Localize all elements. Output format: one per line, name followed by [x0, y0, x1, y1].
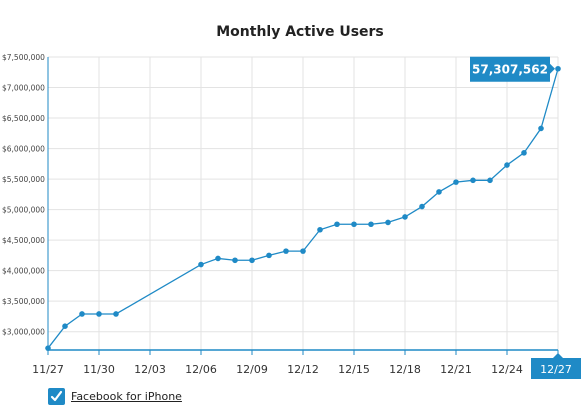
data-point[interactable]	[555, 65, 561, 72]
data-point[interactable]	[538, 125, 544, 132]
data-point[interactable]	[521, 150, 527, 156]
callout-pointer	[550, 63, 555, 74]
legend-item-facebook-for-iphone[interactable]: Facebook for iPhone	[48, 388, 182, 405]
data-point[interactable]	[249, 257, 255, 264]
data-point[interactable]	[266, 252, 272, 259]
data-point[interactable]	[79, 311, 85, 317]
data-point[interactable]	[300, 248, 306, 254]
x-tick-label: 12/09	[236, 363, 268, 376]
data-point[interactable]	[504, 162, 510, 168]
x-tick-label: 12/24	[491, 363, 523, 376]
data-point[interactable]	[283, 248, 289, 254]
data-point[interactable]	[317, 226, 323, 233]
x-tick-label: 12/21	[440, 363, 472, 376]
x-tick-label: 12/12	[287, 363, 319, 376]
callout-text: 57,307,562	[472, 63, 548, 77]
data-point[interactable]	[113, 311, 119, 317]
y-tick-label: $6,000,000	[2, 145, 45, 154]
x-tick-label: 11/30	[83, 363, 115, 376]
y-tick-label: $5,000,000	[2, 206, 45, 215]
data-point[interactable]	[96, 311, 102, 317]
y-tick-label: $3,500,000	[2, 297, 45, 306]
data-point[interactable]	[419, 203, 425, 210]
x-tick-label: 12/03	[134, 363, 166, 376]
data-point[interactable]	[45, 345, 51, 351]
data-point[interactable]	[351, 221, 357, 228]
x-tick-label: 12/15	[338, 363, 370, 376]
grid-lines	[47, 56, 559, 355]
data-point[interactable]	[198, 261, 204, 268]
data-point[interactable]	[487, 177, 493, 184]
data-point[interactable]	[215, 255, 221, 262]
series-facebook-for-iphone	[45, 65, 561, 351]
data-point[interactable]	[385, 219, 391, 226]
y-tick-label: $4,000,000	[2, 267, 45, 276]
data-point[interactable]	[402, 214, 408, 220]
chart-title: Monthly Active Users	[216, 24, 384, 40]
legend-label[interactable]: Facebook for iPhone	[71, 390, 182, 403]
data-point[interactable]	[334, 221, 340, 228]
x-tick-label: 12/06	[185, 363, 217, 376]
x-axis-labels: 11/27 11/30 12/03 12/06 12/09 12/12 12/15 12/18…	[32, 353, 581, 379]
value-callout: 57,307,562	[470, 56, 555, 82]
data-point[interactable]	[470, 177, 476, 184]
y-tick-label: $3,000,000	[2, 328, 45, 337]
callout-box	[470, 56, 550, 82]
checkbox-checked-icon[interactable]	[48, 388, 65, 405]
data-point[interactable]	[232, 257, 238, 264]
x-tick-label: 11/27	[32, 363, 64, 376]
y-axis-labels: $3,000,000 $3,500,000 $4,000,000 $4,500,000…	[2, 53, 45, 337]
y-tick-label: $7,000,000	[2, 84, 45, 93]
y-tick-label: $5,500,000	[2, 175, 45, 184]
data-point[interactable]	[436, 189, 442, 195]
y-tick-label: $7,500,000	[2, 53, 45, 62]
data-point[interactable]	[453, 179, 459, 185]
y-tick-label: $6,500,000	[2, 114, 45, 123]
x-tick-highlight	[531, 358, 581, 379]
data-point[interactable]	[62, 323, 68, 329]
x-tick-highlight-pointer	[553, 353, 563, 358]
x-tick-label: 12/18	[389, 363, 421, 376]
y-tick-label: $4,500,000	[2, 236, 45, 245]
x-tick-label: 12/27	[540, 363, 572, 376]
data-point[interactable]	[368, 221, 374, 228]
